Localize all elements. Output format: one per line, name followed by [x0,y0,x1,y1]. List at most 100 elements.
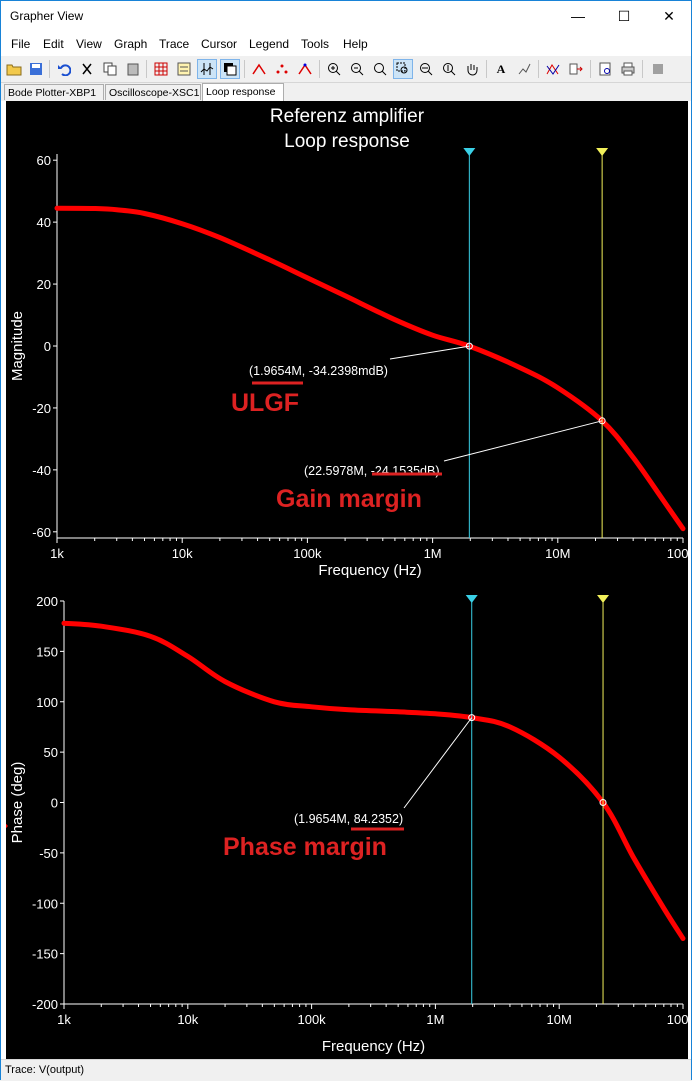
magnitude-cursor-marker-icon [596,148,609,156]
phase-y-tick-label: 200 [36,594,58,609]
close-button[interactable]: ✕ [663,7,675,24]
menu-tools[interactable]: Tools [301,37,330,51]
print-icon[interactable] [618,59,638,79]
annotation-phase-margin: Phase margin [223,833,387,861]
phase-y-tick-label: -150 [32,947,58,962]
magnitude-x-tick-label: 10k [172,546,193,561]
menu-trace[interactable]: Trace [159,37,190,51]
magnitude-y-tick-label: 40 [37,215,51,230]
menu-bar: File Edit View Graph Trace Cursor Legend… [1,33,691,55]
cursors-icon[interactable] [197,59,217,79]
magnitude-y-tick-label: 0 [44,339,51,354]
zoom-area-icon[interactable] [393,59,413,79]
tab-strip: Bode Plotter-XBP1 Oscilloscope-XSC1 Loop… [1,83,691,101]
phase-x-tick-label: 1k [57,1012,71,1027]
magnitude-y-tick-label: -20 [32,401,51,416]
phase-x-tick-label: 10M [547,1012,572,1027]
magnitude-x-tick-label: 100M [667,546,688,561]
minimize-button[interactable]: — [571,8,585,24]
phase-cursor-label: (1.9654M, 84.2352) [294,812,403,826]
toolbar: A [1,56,691,83]
paste-icon[interactable] [123,59,143,79]
stop-icon[interactable] [648,59,668,79]
tab-loop-response[interactable]: Loop response [202,83,284,101]
phase-y-tick-label: 50 [44,745,58,760]
magnitude-cursor-label: (22.5978M, -24.1535dB) [304,464,440,478]
magnitude-y-tick-label: 60 [37,153,51,168]
zoom-in-icon[interactable] [324,59,344,79]
status-bar: Trace: V(output) [1,1059,691,1081]
overlay-icon[interactable] [543,59,563,79]
select-marks-icon[interactable] [249,59,269,79]
phase-y-tick-label: 100 [36,695,58,710]
window-title: Grapher View [10,9,84,23]
phase-x-tick-label: 10k [177,1012,198,1027]
magnitude-x-tick-label: 1k [50,546,64,561]
graph-area[interactable]: Referenz amplifier Loop response 60 40 20 0 -2… [0,101,692,1059]
pan-icon[interactable] [462,59,482,79]
magnitude-x-label: Frequency (Hz) [318,562,421,579]
properties-icon[interactable] [514,59,534,79]
phase-cursor-marker-icon [465,595,478,603]
tab-oscilloscope[interactable]: Oscilloscope-XSC1 [105,84,201,100]
zoom-full-icon[interactable] [370,59,390,79]
menu-graph[interactable]: Graph [114,37,148,51]
phase-y-tick-label: -50 [39,846,58,861]
tab-bode-plotter[interactable]: Bode Plotter-XBP1 [4,84,104,100]
magnitude-x-tick-label: 100k [293,546,322,561]
legend-icon[interactable] [174,59,194,79]
reverse-colors-icon[interactable] [220,59,240,79]
magnitude-y-tick-label: -60 [32,525,51,540]
open-icon[interactable] [4,59,24,79]
grid-icon[interactable] [151,59,171,79]
graph-title-line2: Loop response [284,131,410,152]
copy-icon[interactable] [100,59,120,79]
phase-y-tick-label: -100 [32,896,58,911]
magnitude-cursor-leader [443,420,603,462]
zoom-y-icon[interactable] [439,59,459,79]
phase-y-tick-label: 0 [51,796,58,811]
magnitude-cursor-label: (1.9654M, -34.2398mdB) [249,364,388,378]
magnitude-y-label: Magnitude [9,311,26,381]
phase-cursor-point [468,714,476,722]
magnitude-y-tick-label: -40 [32,463,51,478]
phase-y-tick-label: 150 [36,644,58,659]
cut-icon[interactable] [77,59,97,79]
magnitude-cursor-marker-icon [463,148,476,156]
undo-icon[interactable] [54,59,74,79]
phase-x-tick-label: 100k [297,1012,326,1027]
menu-file[interactable]: File [11,37,31,51]
magnitude-cursor-point [598,417,606,425]
title-bar[interactable]: Grapher View — ☐ ✕ [1,1,691,31]
magnitude-x-tick-label: 1M [424,546,442,561]
phase-trace [61,620,686,941]
show-points-icon[interactable] [272,59,292,79]
phase-y-label: Phase (deg) [9,762,26,844]
menu-edit[interactable]: Edit [43,37,64,51]
phase-x-tick-label: 1M [426,1012,444,1027]
menu-help[interactable]: Help [343,37,368,51]
save-icon[interactable] [26,59,46,79]
zoom-x-icon[interactable] [416,59,436,79]
text-icon[interactable]: A [496,61,506,76]
magnitude-y-tick-label: 20 [37,277,51,292]
show-lines-icon[interactable] [295,59,315,79]
magnitude-x-tick-label: 10M [545,546,570,561]
print-preview-icon[interactable] [595,59,615,79]
magnitude-cursor-leader [389,345,470,360]
menu-view[interactable]: View [76,37,102,51]
export-icon[interactable] [566,59,586,79]
maximize-button[interactable]: ☐ [617,7,631,24]
menu-legend[interactable]: Legend [249,37,290,51]
graph-title-line1: Referenz amplifier [270,106,425,127]
annotation-ulgf: ULGF [231,389,299,417]
phase-side-arrow-icon [0,817,8,835]
phase-cursor-point [599,799,607,806]
zoom-out-icon[interactable] [347,59,367,79]
phase-x-tick-label: 100M [667,1012,688,1027]
phase-cursor-marker-icon [597,595,610,603]
menu-cursor[interactable]: Cursor [201,37,238,51]
phase-x-label: Frequency (Hz) [322,1038,425,1055]
